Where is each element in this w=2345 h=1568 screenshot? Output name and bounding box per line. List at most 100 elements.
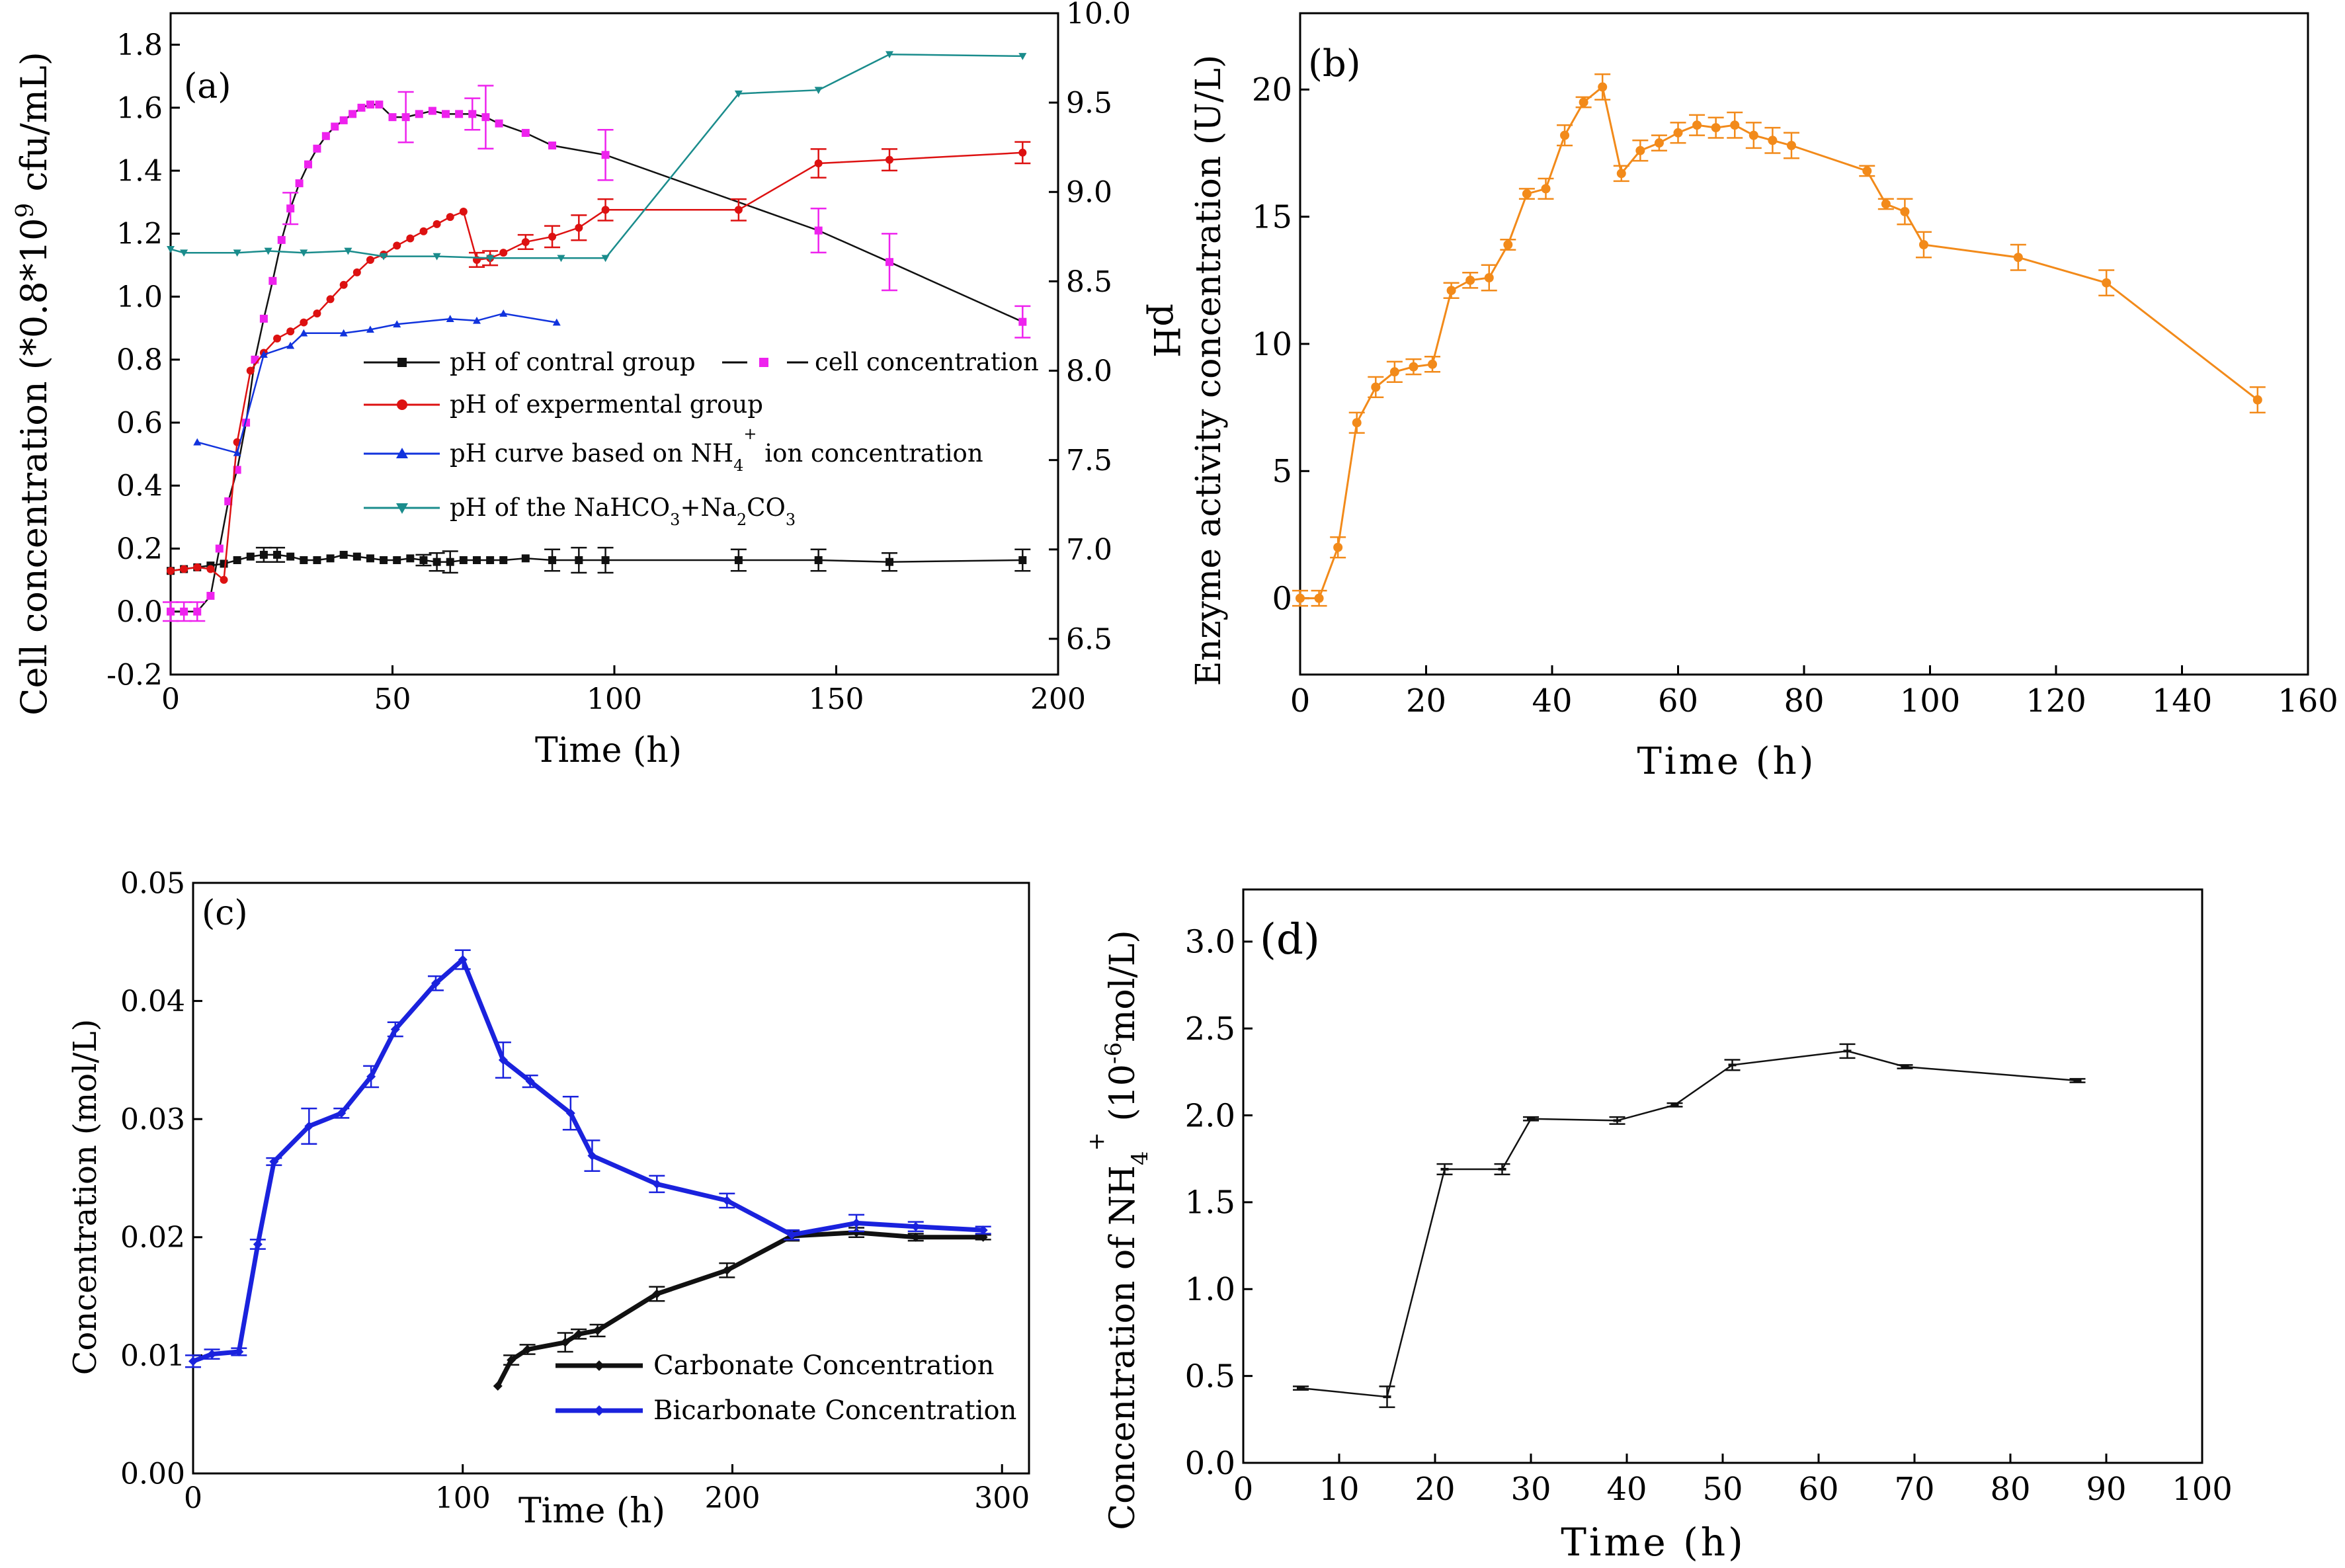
panel-a-series-1-point (167, 607, 175, 616)
panel-a-series-0-point (814, 556, 823, 565)
panel-a-series-0-point (734, 556, 743, 565)
panel-a-series-2-point (521, 237, 530, 246)
legend-entry-nahco3-sub-3: 3 (786, 511, 796, 529)
panel-a-y-tick-label: -0.2 (106, 658, 163, 692)
panel-b-x-tick-label: 80 (1784, 682, 1824, 720)
panel-d-y-axis-label: Concentration of NH4+ (10-6mol/L) (1083, 930, 1153, 1530)
panel-c-x-tick-label: 200 (704, 1481, 760, 1515)
panel-c-x-tick-label: 0 (184, 1481, 202, 1515)
panel-a-left-y-axis-label-sup: 9 (12, 203, 39, 218)
panel-a-series-1-point (277, 235, 286, 244)
panel-a-series-1-point (375, 101, 384, 109)
panel-a-series-3-point (393, 320, 401, 328)
panel-a-series-0-line (170, 554, 1023, 572)
panel-c-y-tick-label: 0.04 (120, 985, 185, 1018)
panel-c-series-0-point (593, 1325, 602, 1335)
panel-a-y-tick-label: 1.6 (116, 91, 163, 125)
panel-a-series-1-point (268, 276, 277, 285)
panel-a-series-0-point (885, 557, 894, 566)
panel-a-series-1-point (1018, 317, 1027, 326)
panel-a-series-0-point (1018, 556, 1027, 565)
panel-b-series-0-line (1300, 85, 2258, 600)
panel-c-series-0-point (911, 1232, 921, 1242)
panel-c-y-tick-label: 0.05 (120, 866, 185, 900)
panel-a-series-1-point (366, 101, 374, 109)
panel-b-y-tick-label: 20 (1252, 71, 1292, 108)
panel-a-series-1-point (814, 226, 823, 235)
panel-a-series-1-point (339, 116, 348, 124)
panel-b-y-tick-label: 5 (1272, 453, 1292, 490)
panel-c-series-1-point (852, 1218, 862, 1228)
panel-a-series-1-point (215, 544, 224, 553)
panel-a-series-2-point (548, 232, 557, 241)
panel-a-series-2-point (432, 220, 441, 228)
panel-a-y2-tick-label: 9.5 (1066, 87, 1112, 120)
panel-a-series-1-point (286, 204, 295, 213)
panel-a-series-1-point (331, 122, 339, 131)
panel-c-y-tick-label: 0.01 (120, 1339, 185, 1373)
panel-b-series-0-point (1296, 593, 1305, 603)
panel-c-series-1-point (337, 1108, 347, 1118)
panel-d-series-0-point (1901, 1065, 1909, 1068)
panel-d-series-0-point (1297, 1387, 1305, 1390)
panel-a-series-1-point (481, 113, 490, 122)
panel-d-x-tick-label: 70 (1894, 1471, 1934, 1508)
panel-b-y-tick-label: 15 (1252, 198, 1292, 235)
panel-d-y-tick-label: 1.0 (1185, 1271, 1235, 1308)
panel-d-x-tick-label: 10 (1319, 1471, 1359, 1508)
panel-b-chart: 0 20 40 60 80 100 120 140 160 0 5 10 15 20 (b) Time (… (1189, 12, 2338, 783)
panel-c-y-tick-label: 0.02 (120, 1221, 185, 1255)
panel-d-y-tick-label: 2.0 (1185, 1097, 1235, 1134)
panel-a-y2-tick-label: 8.5 (1066, 265, 1112, 299)
panel-a-series-3-point (472, 316, 481, 324)
panel-a-y-tick-label: 0.2 (116, 532, 163, 566)
panel-a-series-1-point (321, 132, 330, 140)
panel-a-series-0-point (446, 557, 454, 566)
panel-a-x-tick-label: 200 (1030, 682, 1086, 716)
panel-d-x-tick-label: 60 (1798, 1471, 1838, 1508)
panel-a-series-2-point (313, 309, 321, 318)
panel-a-series-0-point (300, 556, 308, 565)
panel-b-series-0-point (1389, 367, 1399, 377)
panel-b-series-0-point (1900, 207, 1910, 216)
panel-b-label: (b) (1308, 42, 1361, 85)
panel-a-series-1-point (357, 103, 366, 112)
panel-a-y2-tick-label: 7.0 (1066, 533, 1112, 567)
panel-a-series-2-point (419, 227, 428, 235)
panel-a-series-4-point (380, 253, 388, 261)
panel-a-series-2-point (406, 234, 415, 243)
panel-c-series-1-point (787, 1230, 797, 1240)
panel-a-series-0-point (499, 556, 508, 565)
panel-a-series-0-point (246, 552, 255, 561)
panel-a-series-4-point (233, 249, 241, 257)
legend-entry-bicarbonate: Bicarbonate Concentration (653, 1395, 1016, 1426)
panel-d-y-axis-label-sup-2: -6 (1100, 1042, 1127, 1064)
panel-a-series-3-point (339, 329, 348, 337)
panel-a-series-1-point (442, 110, 450, 118)
panel-d-series-0-point (1670, 1103, 1679, 1106)
panel-d-series-0-point (1440, 1167, 1449, 1171)
panel-d-y-axis-label-sup: + (1083, 1132, 1110, 1151)
panel-a-series-0-point (326, 554, 335, 563)
panel-c-series-1-point (253, 1239, 263, 1249)
panel-a-series-4-point (814, 87, 823, 95)
panel-c-series-1-point (911, 1221, 921, 1231)
panel-b-x-tick-label: 100 (1900, 682, 1961, 720)
panel-d-plot-area: 0 10 20 30 40 50 60 70 80 90 100 0.0 0.5 1.0 1.5 2.0 2.5… (1185, 888, 2233, 1508)
panel-a-y-tick-label: 0.4 (116, 470, 163, 503)
panel-b-series-0-point (1503, 240, 1513, 249)
panel-a-series-0-point (521, 554, 530, 563)
panel-a-x-axis-label: Time (h) (535, 731, 682, 770)
panel-a-series-1-point (259, 314, 268, 323)
panel-b-series-0-point (1465, 275, 1475, 285)
panel-d-chart: 0 10 20 30 40 50 60 70 80 90 100 0.0 0.5 1.0 1.5 2.0 2.5… (1083, 888, 2233, 1565)
panel-a-y2-tick-label: 7.5 (1066, 444, 1112, 477)
panel-a-series-2-point (206, 565, 215, 573)
panel-c-series-1-point (269, 1157, 279, 1167)
panel-a-series-0-point (406, 554, 415, 563)
panel-a-x-tick-label: 0 (161, 682, 180, 716)
panel-c-series-1-point (390, 1024, 400, 1034)
panel-a-series-1-point (313, 144, 321, 153)
panel-b-series-0-point (1635, 145, 1645, 155)
panel-c-y-tick-label: 0.03 (120, 1103, 185, 1137)
